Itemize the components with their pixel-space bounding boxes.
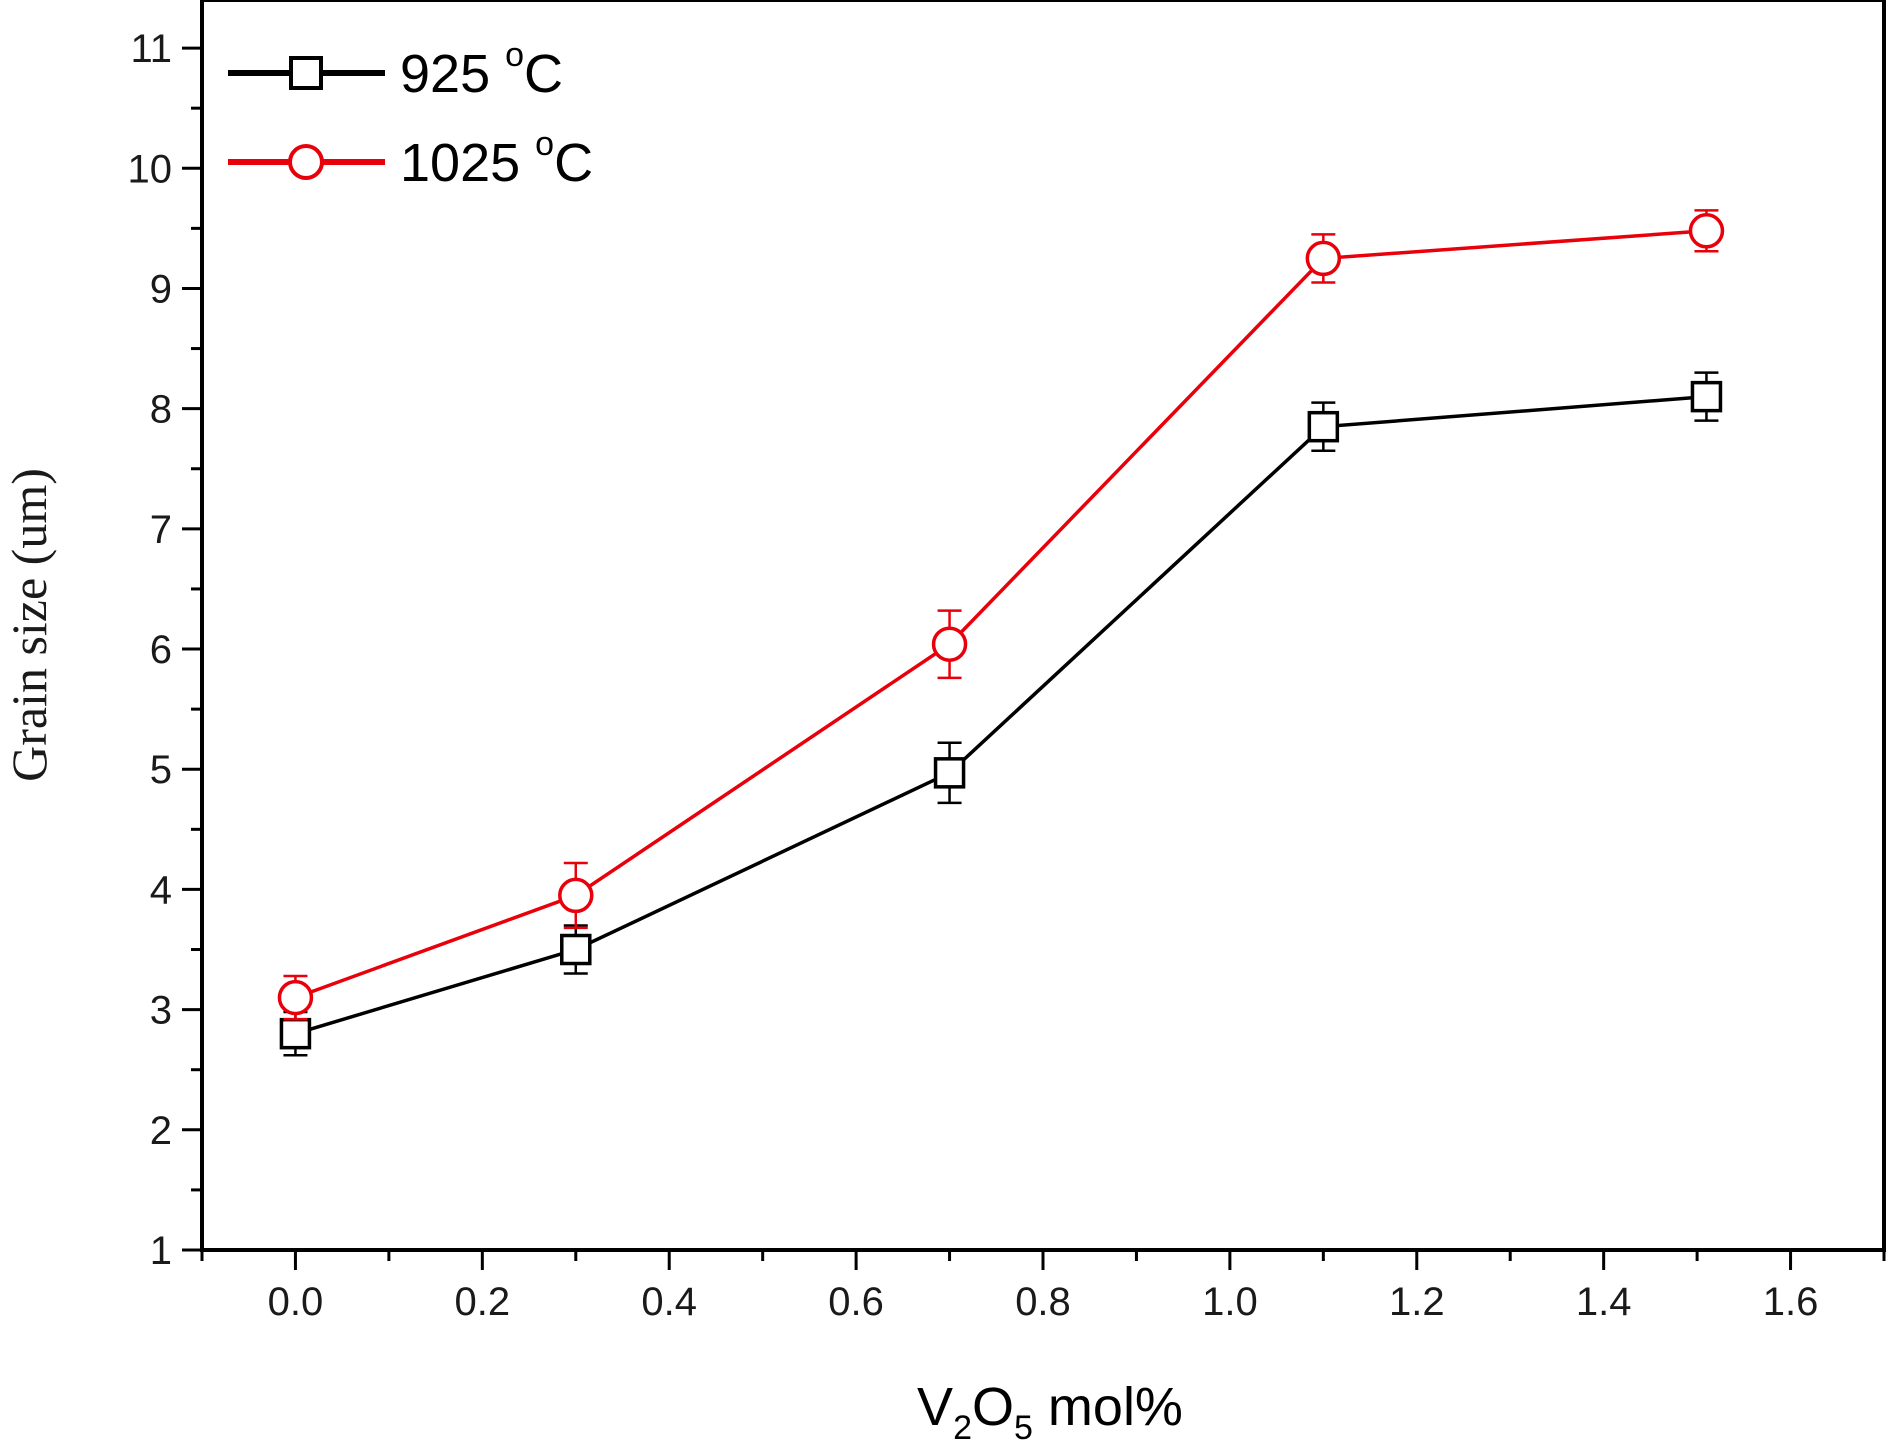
axes-ticks bbox=[182, 46, 1886, 1270]
legend-item-925: 925 oC bbox=[228, 36, 563, 104]
x-tick-label: 0.6 bbox=[828, 1280, 884, 1324]
data-point-1025 bbox=[277, 979, 314, 1016]
series-line-925 bbox=[294, 394, 1707, 1036]
data-point-925 bbox=[560, 933, 592, 966]
y-tick-label: 6 bbox=[150, 628, 172, 672]
legend-label-925: 925 oC bbox=[400, 36, 563, 104]
data-point-1025 bbox=[558, 877, 594, 914]
data-point-1025 bbox=[1305, 240, 1342, 277]
x-tick-label: 1.4 bbox=[1576, 1280, 1632, 1324]
x-tick-label: 0.8 bbox=[1015, 1280, 1071, 1324]
data-point-925 bbox=[933, 757, 966, 789]
tick-labels: 0.0 0.2 0.4 0.6 0.8 1.0 1.2 1.4 1.6 1 2 3 4 5 6 7 8 9 10 11 bbox=[128, 27, 1819, 1324]
data-point-1025 bbox=[931, 626, 968, 662]
y-tick-label: 10 bbox=[128, 147, 173, 191]
series-line-1025 bbox=[294, 229, 1707, 1000]
y-tick-label: 7 bbox=[150, 508, 172, 552]
legend-square-marker bbox=[289, 56, 323, 90]
y-tick-label: 3 bbox=[150, 989, 172, 1033]
data-point-925 bbox=[1690, 380, 1723, 413]
y-tick-label: 2 bbox=[150, 1109, 172, 1153]
legend-item-1025: 1025 oC bbox=[228, 125, 593, 193]
data-point-925 bbox=[1307, 410, 1340, 443]
legend-label-1025: 1025 oC bbox=[400, 125, 593, 193]
legend: 925 oC 1025 oC bbox=[228, 36, 593, 193]
x-tick-label: 1.2 bbox=[1389, 1280, 1445, 1324]
x-tick-label: 1.0 bbox=[1202, 1280, 1258, 1324]
x-tick-label: 0.4 bbox=[641, 1280, 697, 1324]
y-tick-label: 1 bbox=[150, 1229, 172, 1273]
data-point-1025 bbox=[1688, 213, 1725, 249]
y-tick-label: 11 bbox=[130, 27, 172, 71]
x-tick-label: 0.0 bbox=[268, 1280, 324, 1324]
y-tick-label: 5 bbox=[150, 748, 172, 792]
data-point-925 bbox=[279, 1017, 312, 1050]
x-tick-label: 1.6 bbox=[1763, 1280, 1819, 1324]
y-tick-label: 9 bbox=[150, 267, 172, 311]
legend-circle-marker bbox=[288, 144, 324, 180]
x-tick-label: 0.2 bbox=[455, 1280, 511, 1324]
y-axis-title: Grain size (um) bbox=[1, 468, 57, 782]
series-layer bbox=[277, 209, 1725, 1057]
y-tick-label: 4 bbox=[150, 868, 172, 912]
x-axis-title: V2O5 mol% bbox=[917, 1377, 1183, 1447]
y-tick-label: 8 bbox=[150, 388, 172, 432]
